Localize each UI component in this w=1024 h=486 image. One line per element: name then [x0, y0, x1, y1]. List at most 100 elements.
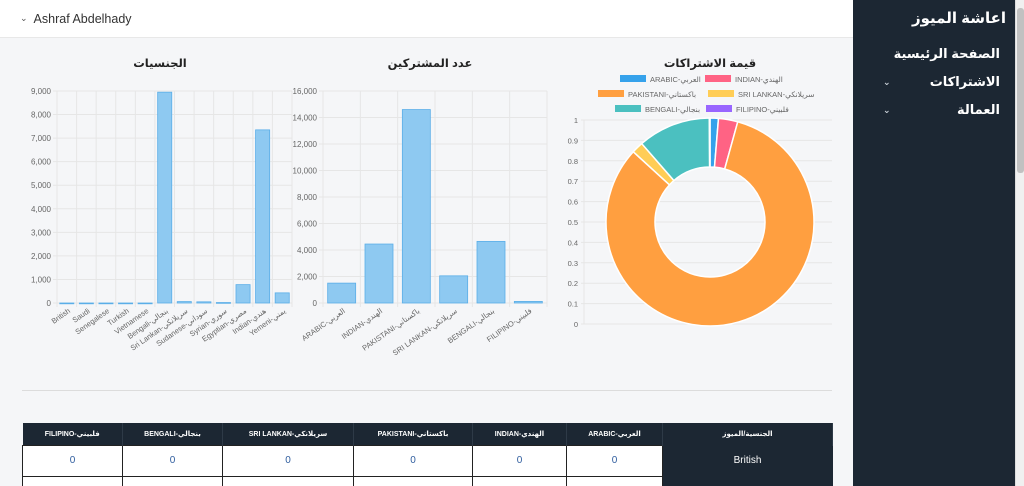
y-tick-label: 12,000: [293, 140, 318, 149]
bar: [98, 302, 114, 305]
table-cell: 0: [472, 444, 567, 477]
bar: [513, 301, 543, 304]
bar: [235, 284, 251, 304]
bar: [476, 240, 506, 304]
table-cell: 0: [353, 444, 473, 477]
page-scrollbar[interactable]: [1015, 0, 1024, 486]
donut-slice: [708, 117, 711, 168]
y-tick-label: 2,000: [31, 252, 52, 261]
y-tick-label: 0.4: [568, 238, 578, 247]
y-tick-label: 6,000: [297, 220, 318, 229]
y-tick-label: 3,000: [31, 228, 52, 237]
y-tick-label: 0: [313, 299, 318, 308]
y-tick-label: 0: [47, 299, 52, 308]
nationalities-chart-title: الجنسيات: [133, 58, 187, 70]
top-bar: ⌄ Ashraf Abdelhady: [0, 0, 853, 38]
y-tick-label: 7,000: [31, 134, 52, 143]
column-header: FILIPINO-فلبيني: [22, 423, 123, 445]
bar: [364, 243, 394, 304]
sidebar-item-label: الاشتراكات: [929, 74, 1000, 89]
column-header: SRI LANKAN-سريلانكي: [222, 423, 354, 445]
column-header: INDIAN-الهندي: [472, 423, 567, 445]
table-cell: [566, 475, 663, 486]
column-header: ARABIC-العربي: [566, 423, 663, 445]
table-cell: [353, 475, 473, 486]
table-row: [22, 475, 833, 486]
legend-label: FILIPINO-فلبيني: [736, 105, 789, 114]
y-tick-label: 4,000: [31, 205, 52, 214]
bar: [327, 282, 357, 304]
subscribers-chart-title: عدد المشتركين: [387, 58, 473, 70]
y-tick-label: 9,000: [31, 87, 52, 96]
table-cell: 0: [122, 444, 223, 477]
y-tick-label: 6,000: [31, 158, 52, 167]
sidebar-item-label: العمالة: [956, 102, 1000, 117]
bar: [274, 292, 290, 304]
legend-swatch: [706, 105, 732, 112]
y-tick-label: 0.3: [568, 259, 578, 268]
bar: [216, 302, 231, 304]
chevron-down-icon: ⌄: [20, 13, 28, 23]
subscribers-bar-chart: 0 2,000 4,000 6,000 8,000 10,000 12,000 14,000 1…: [293, 87, 548, 355]
y-tick-label: 8,000: [31, 111, 52, 120]
y-tick-label: 1: [574, 116, 578, 125]
column-header: BENGALI-بنجالي: [122, 423, 223, 445]
table-row-header: [662, 475, 833, 486]
y-tick-label: 0.6: [568, 198, 578, 207]
y-tick-label: 0.7: [568, 177, 578, 186]
subscription-value-donut-chart: ARABIC-العربي INDIAN-الهندي PAKISTANI-باكس…: [568, 75, 832, 329]
bar: [59, 302, 75, 305]
bar: [118, 302, 133, 305]
table-cell: [22, 475, 123, 486]
sidebar-item-label: الصفحة الرئيسية: [893, 46, 1000, 61]
y-tick-label: 14,000: [293, 114, 318, 123]
sidebar-item-home[interactable]: الصفحة الرئيسية: [853, 40, 1024, 68]
user-name: Ashraf Abdelhady: [33, 11, 132, 26]
y-tick-label: 0: [574, 320, 578, 329]
x-tick-label: ARABIC-العربي: [300, 306, 347, 343]
table-row: 0 0 0 0 0 0 British: [22, 444, 833, 477]
sidebar: اعاشة الميوز الصفحة الرئيسية الاشتراكات …: [853, 0, 1024, 486]
scrollbar-thumb[interactable]: [1017, 8, 1024, 173]
legend-label: ARABIC-العربي: [650, 75, 701, 84]
y-tick-label: 10,000: [293, 167, 318, 176]
nationality-table: FILIPINO-فلبيني BENGALI-بنجالي SRI LANKA…: [22, 423, 833, 486]
legend-swatch: [615, 105, 641, 112]
nationalities-bar-chart: 0 1,000 2,000 3,000 4,000 5,000 6,000 7,000 8,00…: [31, 87, 293, 353]
x-tick-label: SRI LANKAN-سريلانكي: [391, 306, 459, 355]
y-tick-label: 4,000: [297, 246, 318, 255]
sidebar-item-subscriptions[interactable]: الاشتراكات ⌄: [853, 68, 1024, 96]
legend-label: PAKISTANI-باكستاني: [628, 90, 696, 99]
table-cell: 0: [22, 444, 123, 477]
value-chart-title: قيمة الاشتراكات: [663, 58, 757, 70]
table-cell: [472, 475, 567, 486]
bar: [176, 301, 192, 304]
y-tick-label: 8,000: [297, 193, 318, 202]
y-tick-label: 0.1: [568, 300, 578, 309]
chevron-down-icon: ⌄: [883, 104, 891, 115]
bar: [439, 275, 469, 304]
bar: [255, 129, 271, 304]
legend-label: BENGALI-بنجالي: [645, 105, 700, 114]
chevron-down-icon: ⌄: [883, 76, 891, 87]
table-cell: [122, 475, 223, 486]
sidebar-brand: اعاشة الميوز: [911, 10, 1006, 27]
bar: [401, 109, 431, 304]
y-tick-label: 0.2: [568, 279, 578, 288]
table-row-header: British: [662, 444, 833, 477]
legend-swatch: [620, 75, 646, 82]
legend-swatch: [708, 90, 734, 97]
sidebar-item-workers[interactable]: العمالة ⌄: [853, 96, 1024, 124]
y-tick-label: 16,000: [293, 87, 318, 96]
y-tick-label: 2,000: [297, 273, 318, 282]
section-divider: [22, 390, 832, 391]
y-tick-label: 1,000: [31, 275, 52, 284]
legend-swatch: [705, 75, 731, 82]
bar: [78, 302, 94, 305]
legend-label: INDIAN-الهندي: [735, 75, 783, 84]
table-cell: 0: [222, 444, 354, 477]
column-header: الجنسية/الميوز: [662, 423, 833, 445]
user-menu[interactable]: ⌄ Ashraf Abdelhady: [20, 12, 132, 26]
x-tick-label: British: [50, 306, 72, 325]
table-cell: [222, 475, 354, 486]
